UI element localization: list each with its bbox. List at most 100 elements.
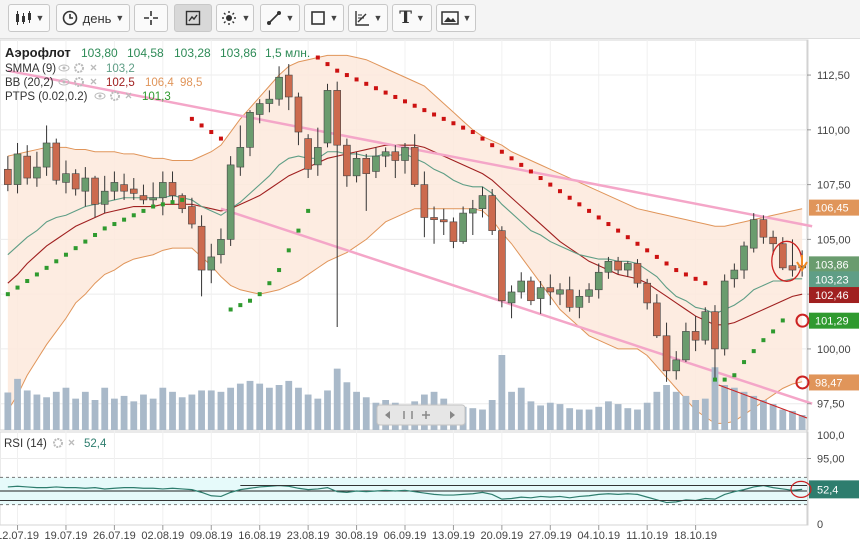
legend-open: 103,80 <box>81 46 118 60</box>
psar-dot <box>625 235 630 240</box>
psar-dot <box>160 202 165 207</box>
scroll-left-icon <box>385 411 390 419</box>
psar-dot <box>335 68 340 73</box>
highlight-circle[interactable] <box>795 313 810 328</box>
price-tag-label: 101,29 <box>815 316 849 328</box>
psar-dot <box>606 222 611 227</box>
candle-up <box>536 287 545 299</box>
shape-tool-button[interactable]: ▼ <box>304 4 344 32</box>
image-tool-button[interactable]: ▼ <box>436 4 476 32</box>
candle-down <box>546 287 555 293</box>
down-arrow-icon[interactable] <box>796 255 808 272</box>
legend-close: 103,86 <box>220 46 257 60</box>
candle-up <box>372 155 380 172</box>
rsi-panel-frame <box>0 431 809 526</box>
psar-dot <box>577 202 582 207</box>
volume-trend-line <box>718 384 808 419</box>
volume-bar <box>653 391 661 430</box>
candle-up <box>507 291 516 304</box>
date-axis[interactable]: 12.07.19 19.07.19 26.07.19 02.08.19 09.08.19… <box>0 525 717 542</box>
candle-up <box>159 182 167 199</box>
candle-up <box>469 208 477 214</box>
volume-bar <box>605 401 612 430</box>
volume-bar <box>256 383 264 430</box>
psar-dot <box>306 208 311 213</box>
line-tool-button[interactable]: ▼ <box>260 4 300 32</box>
volume-bar <box>469 408 477 430</box>
psar-dot <box>73 246 78 251</box>
x-tick-label: 26.07.19 <box>93 530 136 542</box>
annotations[interactable] <box>771 240 812 498</box>
candle-down <box>410 147 419 185</box>
psar-dot <box>490 143 495 148</box>
candle-up <box>81 177 90 192</box>
gear-icon[interactable] <box>74 63 84 73</box>
volume-bar <box>517 387 525 430</box>
candle-up <box>226 164 235 240</box>
volume-bar <box>52 391 60 430</box>
x-tick-label: 13.09.19 <box>432 530 475 542</box>
volume-bar <box>614 404 622 430</box>
psar-dot <box>267 281 272 286</box>
psar-dot <box>422 108 427 113</box>
crosshair-button[interactable] <box>134 4 168 32</box>
legend-rsi-value: 52,4 <box>84 438 107 450</box>
candle-up <box>236 147 245 168</box>
legend-rsi-label: RSI (14) <box>4 438 47 450</box>
scroll-control[interactable] <box>376 404 466 426</box>
candle-down <box>129 188 138 194</box>
rsi-panel <box>0 476 807 506</box>
x-tick-label: 02.08.19 <box>141 530 184 542</box>
fibonacci-tool-button[interactable]: ▼ <box>348 4 388 32</box>
volume-bar <box>43 397 50 430</box>
chart-frame-icon <box>185 10 201 26</box>
psar-dot <box>209 130 214 135</box>
gear-icon[interactable] <box>110 91 120 101</box>
volume-bar <box>585 409 593 430</box>
psar-dot <box>664 261 669 266</box>
psar-dot <box>25 279 30 284</box>
volume-bar <box>227 387 235 430</box>
chart-frame-button[interactable] <box>174 4 212 32</box>
chart-style-button[interactable]: ▼ <box>8 4 50 32</box>
psar-dot <box>771 329 776 334</box>
eye-icon[interactable] <box>94 92 106 100</box>
close-icon[interactable] <box>90 64 97 71</box>
candle-down <box>643 282 651 304</box>
price-axis[interactable]: 112,50110,00107,50105,00102,50100,0097,5… <box>807 70 859 531</box>
highlight-circle[interactable] <box>790 480 812 498</box>
candle-down <box>498 230 506 302</box>
candles <box>4 64 806 382</box>
indicators-button[interactable]: ▼ <box>216 4 254 32</box>
volume-bar <box>508 391 515 430</box>
candle-up <box>149 197 157 201</box>
gear-icon[interactable] <box>74 77 84 87</box>
period-select[interactable]: день ▼ <box>56 4 130 32</box>
psar-dot <box>441 116 446 121</box>
psar-dot <box>635 241 640 246</box>
highlight-circle[interactable] <box>795 375 810 390</box>
text-tool-button[interactable]: T ▼ <box>392 4 432 32</box>
x-tick-label: 04.10.19 <box>577 530 620 542</box>
candle-down <box>52 142 61 181</box>
candle-down <box>178 195 186 210</box>
psar-dot <box>131 213 136 218</box>
psar-dot <box>722 377 727 382</box>
close-icon[interactable] <box>90 78 97 85</box>
volume-bar <box>246 380 254 430</box>
candle-down <box>120 184 128 192</box>
close-icon[interactable] <box>68 439 75 446</box>
close-icon[interactable] <box>125 92 132 99</box>
y-tick-label: 110,00 <box>817 125 850 137</box>
zoom-out-icon <box>403 411 413 419</box>
price-tag-label: 103,86 <box>815 259 849 271</box>
x-tick-label: 20.09.19 <box>480 530 523 542</box>
psar-dot <box>461 125 466 130</box>
gear-icon[interactable] <box>53 438 63 448</box>
volume-bar <box>81 391 89 430</box>
price-chart[interactable]: 112,50 110,00 107,50 105,00 102,5 0 100,00 97,5… <box>0 38 860 544</box>
eye-icon[interactable] <box>58 64 70 72</box>
parabolic-sar <box>5 55 785 382</box>
indicators-icon <box>221 11 236 25</box>
eye-icon[interactable] <box>58 78 70 86</box>
